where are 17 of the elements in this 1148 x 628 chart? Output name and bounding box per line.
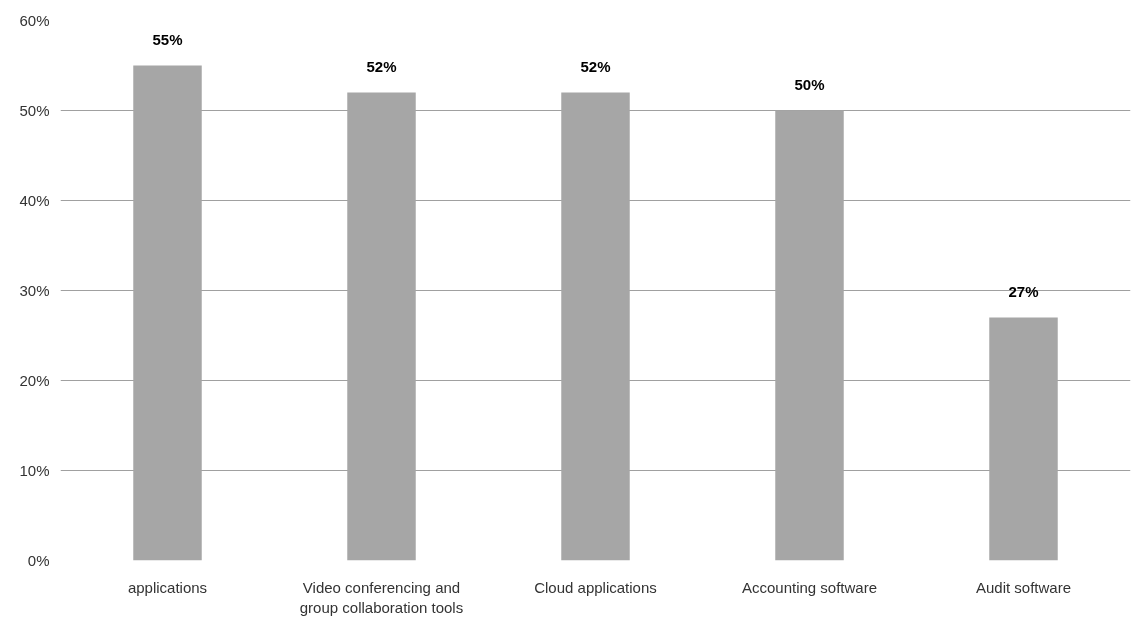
x-tick-label: Cloud applications	[534, 578, 657, 596]
y-tick-label: 0%	[27, 552, 50, 569]
y-tick-label: 30%	[19, 282, 50, 299]
x-tick-label: Accounting software	[741, 578, 878, 596]
data-label: 52%	[366, 57, 397, 75]
data-label: 52%	[580, 57, 611, 75]
data-label: 55%	[152, 30, 183, 48]
y-tick-label: 40%	[19, 192, 50, 209]
x-tick-label: Video conferencing and group collaboration tools	[299, 578, 464, 616]
data-label: 50%	[794, 75, 825, 93]
x-tick-label: applications	[127, 578, 208, 596]
y-tick-label: 60%	[19, 12, 50, 29]
x-tick-label: Audit software	[975, 578, 1072, 596]
y-tick-label: 10%	[19, 462, 50, 479]
y-tick-label: 20%	[19, 372, 50, 389]
y-tick-label: 50%	[19, 102, 50, 119]
data-label: 27%	[1008, 282, 1039, 300]
